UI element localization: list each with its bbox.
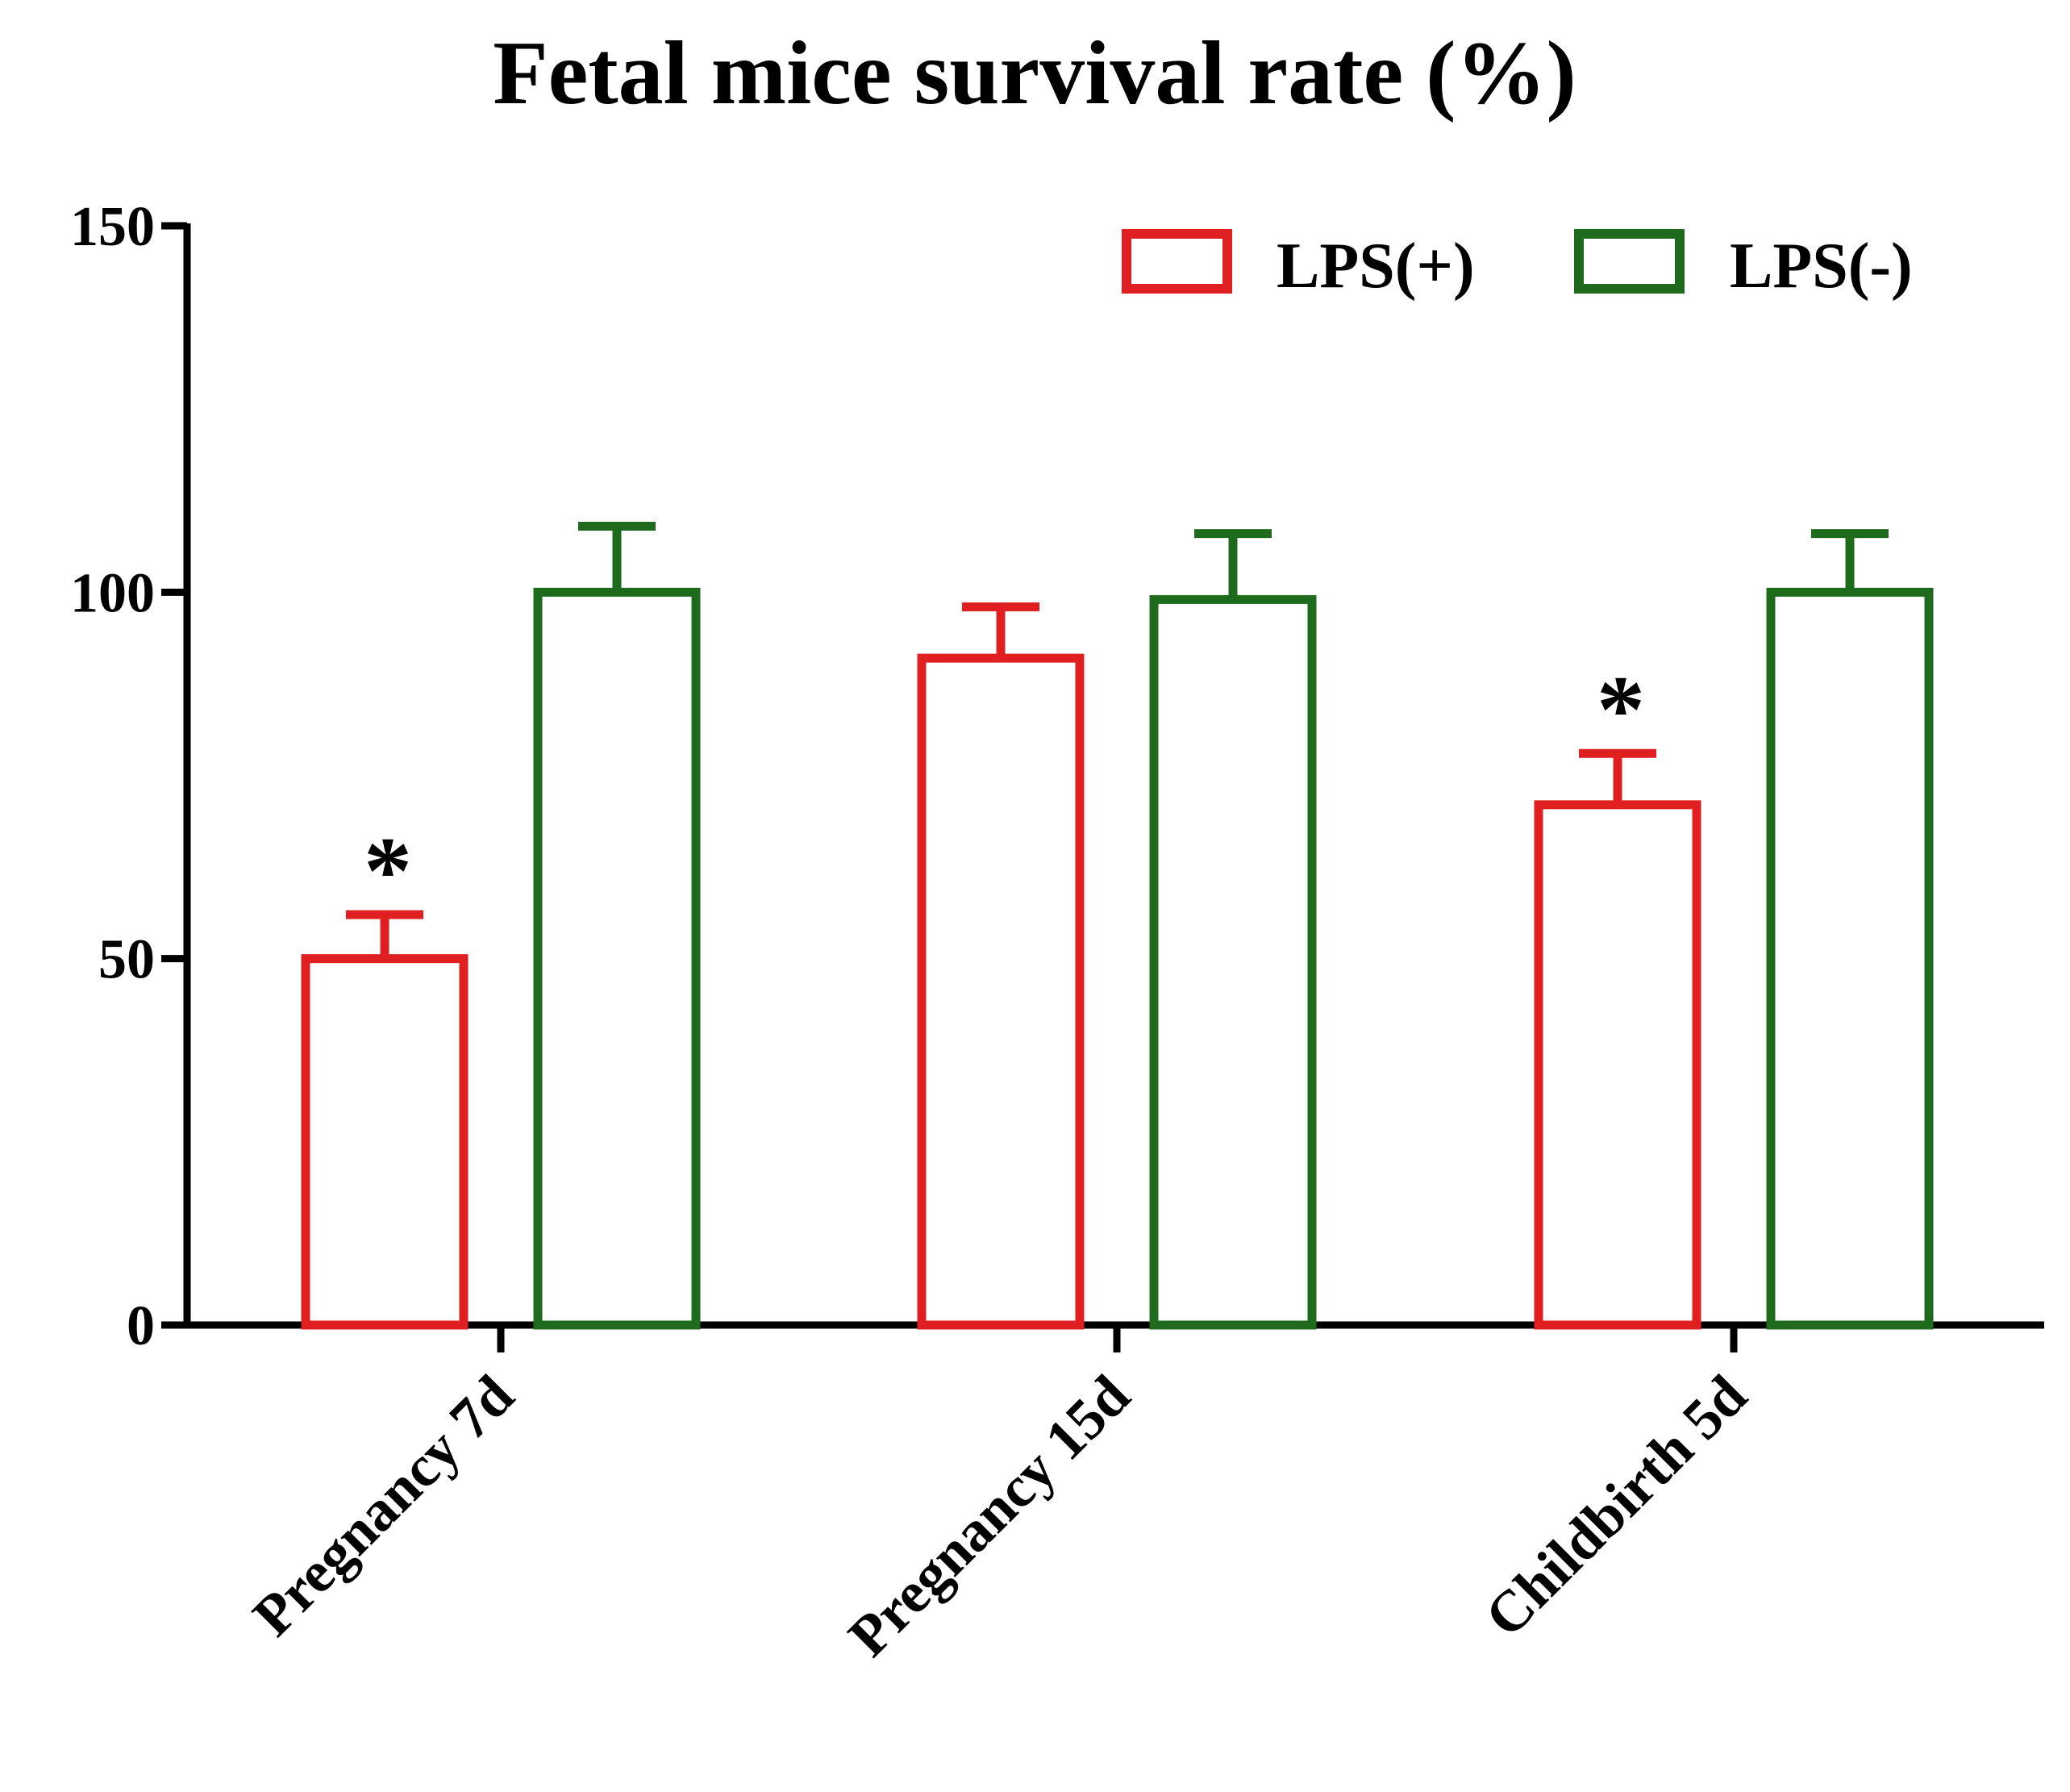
- y-tick-label: 50: [98, 929, 155, 991]
- bar-LPS(+): [917, 653, 1085, 1330]
- bar-LPS(+): [1534, 800, 1701, 1330]
- bar-LPS(+): [301, 954, 469, 1330]
- y-tick-label: 100: [70, 562, 155, 624]
- legend-swatch-LPS(+): [1122, 229, 1232, 294]
- legend-swatch-LPS(-): [1574, 229, 1685, 294]
- bar-LPS(-): [1766, 587, 1934, 1330]
- bar-LPS(-): [533, 587, 701, 1330]
- x-tick-label: Childbirth 5d: [1472, 1363, 1759, 1649]
- legend-label: LPS(-): [1730, 231, 1913, 302]
- chart-title: Fetal mice survival rate (%): [493, 23, 1576, 123]
- significance-marker: *: [1597, 656, 1645, 763]
- significance-marker: *: [364, 817, 412, 924]
- y-tick-label: 0: [127, 1295, 155, 1357]
- bar-LPS(-): [1149, 594, 1317, 1330]
- x-tick-label: Pregnancy 15d: [836, 1363, 1142, 1669]
- legend-label: LPS(+): [1277, 231, 1475, 302]
- x-tick-label: Pregnancy 7d: [240, 1363, 526, 1648]
- y-tick-label: 150: [70, 196, 155, 258]
